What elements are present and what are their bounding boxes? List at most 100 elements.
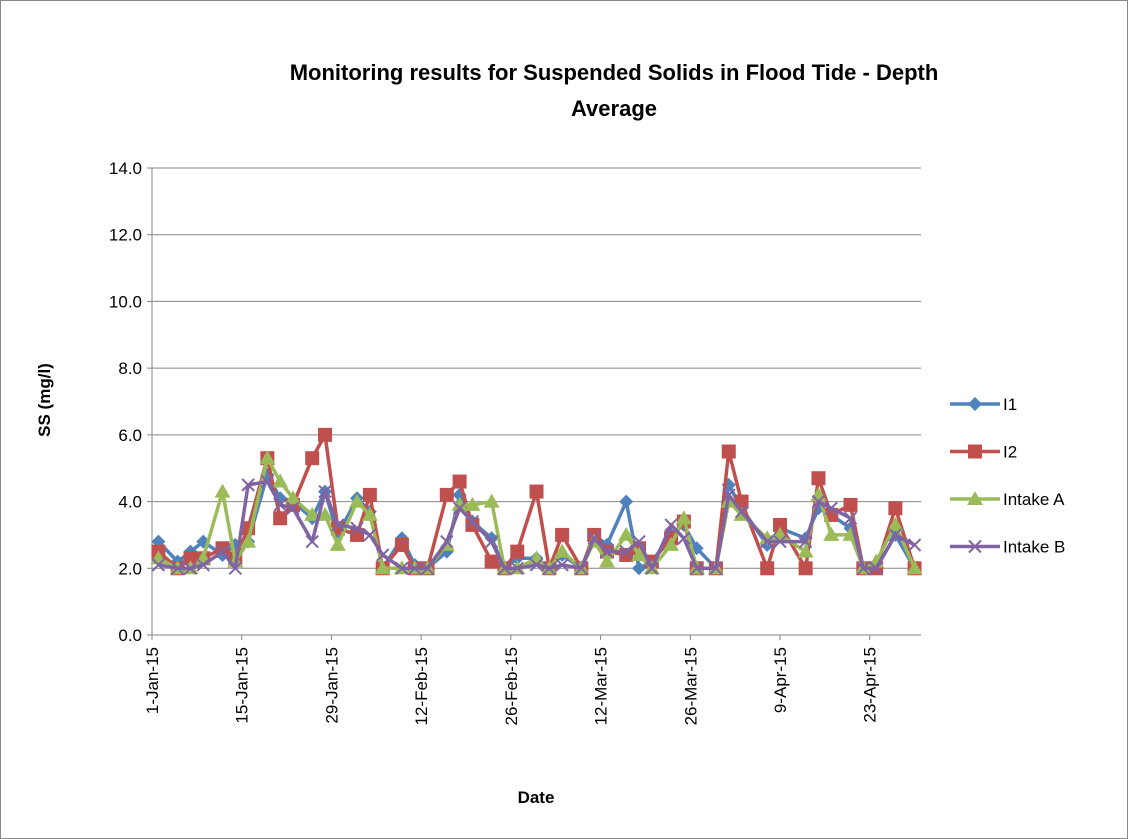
marker bbox=[631, 546, 648, 561]
marker bbox=[483, 493, 500, 508]
marker bbox=[811, 471, 826, 486]
marker bbox=[394, 537, 409, 552]
marker bbox=[906, 560, 923, 575]
y-tick-label: 0.0 bbox=[118, 626, 142, 645]
marker bbox=[228, 561, 243, 575]
marker bbox=[663, 536, 680, 551]
marker bbox=[797, 543, 814, 558]
marker bbox=[350, 521, 364, 535]
x-axis-title: Date bbox=[518, 788, 555, 807]
marker bbox=[721, 444, 736, 459]
y-tick-label: 12.0 bbox=[109, 226, 142, 245]
marker bbox=[451, 496, 468, 511]
y-axis-title: SS (mg/l) bbox=[35, 363, 54, 437]
marker bbox=[773, 534, 787, 549]
x-tick-label: 26-Mar-15 bbox=[681, 647, 700, 725]
marker bbox=[318, 427, 333, 442]
marker bbox=[618, 526, 635, 541]
marker bbox=[677, 531, 691, 545]
x-tick-label: 23-Apr-15 bbox=[861, 647, 880, 723]
marker bbox=[497, 561, 512, 575]
marker bbox=[408, 561, 422, 575]
marker bbox=[760, 534, 774, 549]
marker bbox=[361, 506, 378, 521]
marker bbox=[214, 483, 231, 498]
marker bbox=[375, 548, 390, 562]
marker bbox=[465, 517, 480, 532]
y-tick-label: 6.0 bbox=[118, 426, 142, 445]
x-tick-label: 12-Feb-15 bbox=[412, 647, 431, 725]
marker bbox=[529, 558, 544, 572]
marker bbox=[260, 474, 275, 489]
marker bbox=[555, 527, 570, 542]
marker bbox=[824, 501, 838, 515]
marker bbox=[272, 473, 289, 488]
marker bbox=[856, 561, 871, 575]
marker bbox=[529, 484, 544, 499]
marker bbox=[587, 531, 601, 545]
marker bbox=[183, 561, 198, 575]
marker bbox=[709, 561, 723, 575]
marker bbox=[869, 561, 883, 575]
marker bbox=[273, 498, 287, 512]
marker bbox=[259, 450, 276, 465]
marker bbox=[452, 474, 467, 489]
marker bbox=[600, 544, 614, 559]
marker bbox=[555, 558, 569, 572]
marker bbox=[968, 539, 982, 554]
marker bbox=[170, 561, 185, 575]
marker bbox=[645, 561, 659, 575]
x-tick-label: 15-Jan-15 bbox=[233, 647, 252, 724]
marker bbox=[318, 484, 332, 499]
x-tick-label: 26-Feb-15 bbox=[502, 647, 521, 725]
x-tick-label: 9-Apr-15 bbox=[771, 647, 790, 713]
marker bbox=[183, 551, 198, 566]
marker bbox=[798, 561, 813, 576]
marker bbox=[305, 451, 320, 466]
marker bbox=[967, 491, 983, 505]
x-tick-label: 29-Jan-15 bbox=[322, 647, 341, 724]
marker bbox=[452, 501, 467, 515]
marker bbox=[542, 561, 557, 575]
marker bbox=[510, 544, 525, 559]
marker bbox=[363, 528, 377, 542]
marker bbox=[484, 534, 499, 549]
marker bbox=[284, 490, 301, 505]
marker bbox=[273, 511, 288, 526]
marker bbox=[690, 561, 704, 575]
marker bbox=[286, 501, 300, 515]
marker bbox=[362, 487, 377, 502]
marker bbox=[215, 544, 230, 559]
marker bbox=[632, 561, 647, 576]
marker bbox=[619, 544, 633, 559]
y-tick-label: 8.0 bbox=[118, 359, 142, 378]
marker bbox=[907, 538, 922, 552]
marker bbox=[439, 487, 454, 502]
marker bbox=[484, 554, 499, 569]
marker bbox=[888, 501, 903, 516]
marker bbox=[349, 493, 366, 508]
marker bbox=[675, 510, 692, 525]
marker bbox=[317, 506, 334, 521]
marker bbox=[574, 561, 589, 575]
marker bbox=[773, 517, 788, 532]
marker bbox=[464, 496, 481, 511]
marker bbox=[240, 533, 257, 548]
marker bbox=[510, 561, 524, 575]
marker bbox=[619, 494, 634, 509]
marker bbox=[598, 553, 615, 568]
legend-label: Intake B bbox=[1003, 538, 1065, 557]
marker bbox=[887, 516, 904, 531]
marker bbox=[554, 543, 571, 558]
y-tick-label: 4.0 bbox=[118, 493, 142, 512]
marker bbox=[395, 561, 409, 575]
legend-label: I2 bbox=[1003, 443, 1017, 462]
marker bbox=[722, 488, 736, 502]
marker bbox=[632, 534, 646, 549]
chart-title: Monitoring results for Suspended Solids … bbox=[289, 60, 939, 121]
y-tick-label: 2.0 bbox=[118, 559, 142, 578]
marker bbox=[968, 397, 982, 411]
x-tick-label: 12-Mar-15 bbox=[592, 647, 611, 725]
marker bbox=[304, 506, 321, 521]
